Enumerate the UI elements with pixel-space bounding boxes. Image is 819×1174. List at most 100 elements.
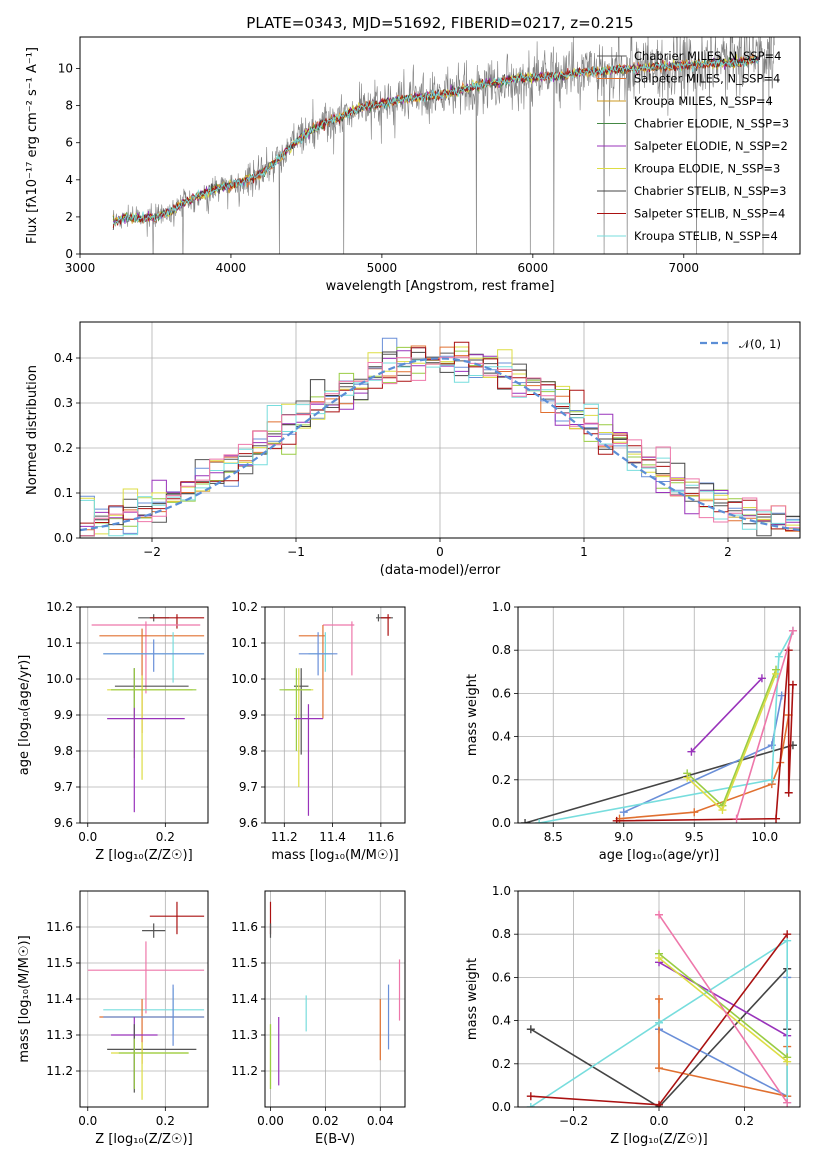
weight-series-line: [530, 939, 788, 1107]
x-tick-label: 1: [580, 545, 588, 559]
x-tick-label: 0.2: [156, 1114, 175, 1128]
legend-label: Chabrier MILES, N_SSP=4: [634, 49, 781, 63]
weight-marker: [690, 808, 699, 817]
weight-marker: [655, 953, 663, 962]
y-tick-label: 0.4: [492, 1014, 511, 1028]
axes-frame: [79, 36, 801, 255]
y-tick-label: 11.4: [231, 992, 258, 1006]
y-tick-label: 8: [65, 99, 73, 113]
weight-marker: [757, 674, 766, 683]
y-tick-label: 0.8: [492, 643, 511, 657]
weight-marker: [772, 669, 781, 678]
plot-area: [526, 910, 792, 1107]
plot-area: [112, 37, 775, 254]
y-tick-label: 9.8: [239, 744, 258, 758]
y-tick-label: 9.8: [54, 744, 73, 758]
y-tick-label: 0.0: [492, 1100, 511, 1114]
x-tick-label: 10.0: [751, 830, 778, 844]
legend-label: Kroupa STELIB, N_SSP=4: [634, 229, 778, 243]
weight-series-line: [658, 999, 788, 1098]
y-tick-label: 10.2: [46, 600, 73, 614]
y-tick-label: 10.1: [46, 636, 73, 650]
axes-frame: [517, 890, 801, 1108]
weight-marker: [655, 1018, 663, 1027]
x-tick-label: 3000: [65, 261, 96, 275]
weight-series-line: [539, 630, 794, 823]
axes-frame: [79, 606, 209, 824]
panel-residuals: −2 −1 0 1 2 0.0 0.1 0.2 0.3 0.4 (data-model)/error…: [25, 321, 801, 578]
y-tick-label: 9.9: [54, 708, 73, 722]
x-axis-label: mass [log₁₀(M/M☉)]: [271, 848, 398, 863]
y-axis-label: mass weight: [465, 674, 480, 756]
y-tick-label: 1.0: [492, 600, 511, 614]
plot-area: [279, 614, 393, 816]
weight-marker: [774, 652, 783, 661]
y-tick-label: 4: [65, 173, 73, 187]
axes-frame: [264, 890, 406, 1108]
weight-marker: [772, 814, 781, 823]
weight-marker: [655, 1100, 663, 1107]
normal-curve: [80, 357, 800, 532]
panel-mass-vs-z: 0.0 0.2 11.2 11.3 11.4 11.5 11.6 Z [log₁₀(Z/Z☉)…: [17, 890, 209, 1147]
x-tick-label: 0.04: [367, 1114, 394, 1128]
weight-marker: [655, 995, 663, 1003]
x-axis-label: E(B-V): [315, 1132, 355, 1147]
x-tick-label: 0.2: [156, 830, 175, 844]
y-tick-label: 0.6: [492, 686, 511, 700]
panel-mass-weight-vs-z: −0.2 0.0 0.2 0.0 0.2 0.4 0.6 0.8 1.0 Z [log₁₀(Z/Z…: [465, 884, 801, 1147]
y-tick-label: 9.7: [54, 780, 73, 794]
y-tick-label: 0.0: [492, 816, 511, 830]
y-tick-label: 1.0: [492, 884, 511, 898]
y-tick-label: 11.5: [46, 956, 73, 970]
y-tick-label: 11.2: [231, 1064, 258, 1078]
axes-frame: [79, 321, 801, 539]
x-tick-label: 7000: [669, 261, 700, 275]
axes-frame: [517, 606, 801, 824]
weight-marker: [783, 1098, 792, 1107]
x-tick-label: 11.6: [368, 830, 395, 844]
weight-marker: [655, 910, 663, 919]
legend-label: Salpeter STELIB, N_SSP=4: [634, 207, 785, 221]
weight-marker: [784, 788, 793, 797]
plot-area: [521, 626, 797, 823]
x-axis-label: (data-model)/error: [380, 563, 501, 578]
x-tick-label: 9.0: [614, 830, 633, 844]
weight-marker: [687, 747, 696, 756]
axes-frame: [79, 890, 209, 1108]
legend-label: Chabrier STELIB, N_SSP=3: [634, 184, 786, 198]
y-tick-label: 6: [65, 136, 73, 150]
x-tick-label: 8.5: [544, 830, 563, 844]
y-tick-label: 0.4: [54, 351, 73, 365]
legend-label: Chabrier ELODIE, N_SSP=3: [634, 117, 789, 131]
weight-marker: [612, 816, 621, 823]
y-tick-label: 11.3: [46, 1028, 73, 1042]
weight-marker: [788, 626, 797, 635]
y-axis-label: age [log₁₀(age/yr)]: [17, 655, 32, 776]
panel-mass-weight-vs-age: 8.5 9.0 9.5 10.0 0.0 0.2 0.4 0.6 0.8 1.0 age [log₁…: [465, 600, 801, 863]
legend-label: Salpeter MILES, N_SSP=4: [634, 72, 780, 86]
x-tick-label: −0.2: [559, 1114, 588, 1128]
x-axis-label: Z [log₁₀(Z/Z☉)]: [610, 1132, 707, 1147]
weight-series-line: [658, 914, 788, 1104]
y-tick-label: 0.2: [54, 441, 73, 455]
weight-marker: [683, 773, 692, 782]
plot-area: [80, 337, 800, 537]
y-tick-label: 10: [58, 62, 73, 76]
y-axis-label: mass weight: [465, 958, 480, 1040]
panel-spectrum: 3000 4000 5000 6000 7000 0 2 4 6 8 10 wavelength [A…: [25, 36, 801, 294]
y-tick-label: 0.3: [54, 396, 73, 410]
x-tick-label: 4000: [216, 261, 247, 275]
y-tick-label: 10.1: [231, 636, 258, 650]
plot-area: [87, 901, 205, 1100]
x-tick-label: 0.0: [78, 1114, 97, 1128]
y-tick-label: 11.2: [46, 1064, 73, 1078]
weight-marker: [526, 1025, 535, 1034]
y-axis-label: Flux [fλ10⁻¹⁷ erg cm⁻² s⁻¹ A⁻¹]: [25, 47, 40, 244]
model-spectrum: [112, 55, 760, 226]
y-axis-label: mass [log₁₀(M/M☉)]: [17, 935, 32, 1062]
y-tick-label: 0.0: [54, 531, 73, 545]
x-tick-label: 9.5: [685, 830, 704, 844]
y-tick-label: 11.3: [231, 1028, 258, 1042]
